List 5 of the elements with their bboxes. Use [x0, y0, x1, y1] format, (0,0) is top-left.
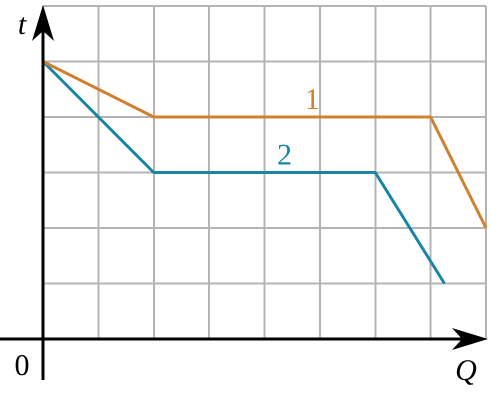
y-axis-title: t	[18, 8, 27, 41]
series-label: 1	[304, 83, 320, 116]
text: 0	[14, 349, 30, 382]
series-label: 2	[277, 138, 292, 172]
x-axis-title: Q	[455, 354, 478, 387]
